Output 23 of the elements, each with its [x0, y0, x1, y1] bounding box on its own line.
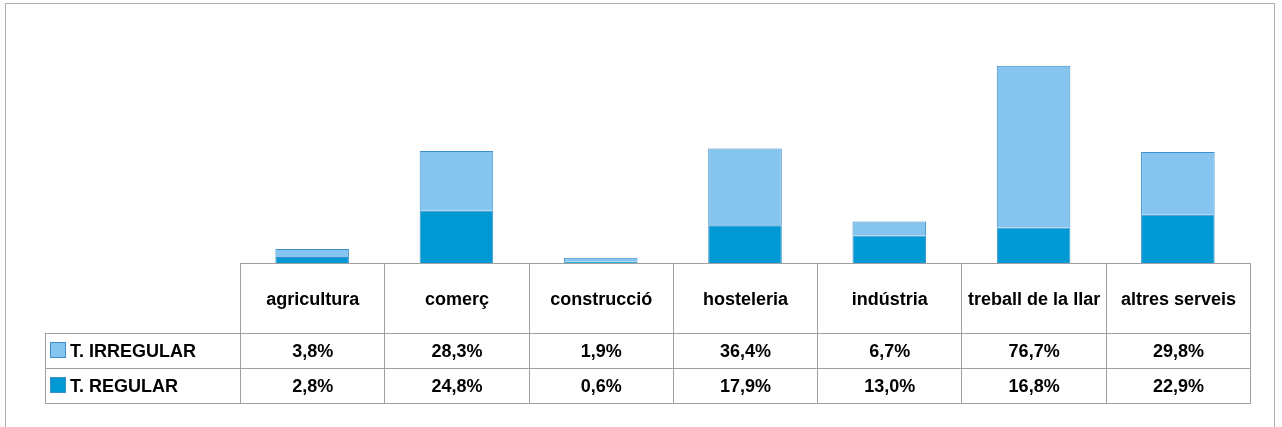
data-label: 22,9%: [1106, 368, 1251, 404]
data-label: 17,9%: [673, 368, 818, 404]
legend-label: T. REGULAR: [70, 375, 178, 396]
data-label: 36,4%: [673, 333, 818, 369]
x-tick-label: agricultura: [240, 263, 385, 334]
x-tick-label: treball de la llar: [961, 263, 1107, 334]
data-label: 24,8%: [384, 368, 530, 404]
data-label: 28,3%: [384, 333, 530, 369]
data-label: 0,6%: [529, 368, 674, 404]
data-label: 29,8%: [1106, 333, 1251, 369]
legend-label: T. IRREGULAR: [70, 340, 196, 361]
x-tick-label: altres serveis: [1106, 263, 1251, 334]
data-label: 3,8%: [240, 333, 385, 369]
x-tick-label: hosteleria: [673, 263, 818, 334]
data-label: 76,7%: [961, 333, 1107, 369]
x-tick-label: comerç: [384, 263, 530, 334]
data-label: 13,0%: [817, 368, 962, 404]
data-label: 6,7%: [817, 333, 962, 369]
x-tick-label: construcció: [529, 263, 674, 334]
data-label: 2,8%: [240, 368, 385, 404]
data-label: 1,9%: [529, 333, 674, 369]
x-tick-label: indústria: [817, 263, 962, 334]
data-label: 16,8%: [961, 368, 1107, 404]
